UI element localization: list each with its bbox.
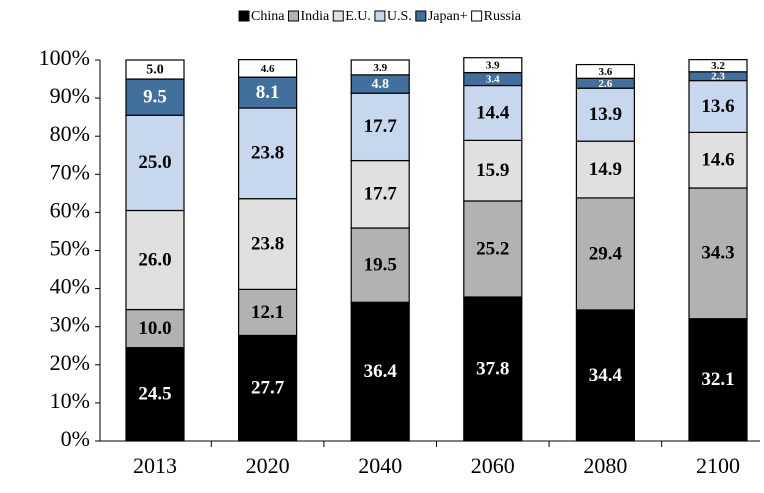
bar-segment	[575, 197, 636, 311]
data-label: 3.9	[373, 62, 387, 74]
y-tick-label: 80%	[50, 121, 90, 146]
bar-segment	[125, 347, 185, 442]
bar-segment	[238, 334, 298, 442]
bar-segment	[238, 107, 298, 200]
data-label: 12.1	[251, 302, 284, 323]
legend-swatch	[332, 10, 344, 22]
data-label: 23.8	[251, 143, 284, 164]
data-label: 24.5	[138, 384, 171, 405]
legend-swatch	[238, 10, 250, 22]
data-label: 32.1	[701, 369, 734, 390]
legend-swatch	[287, 10, 299, 22]
y-tick-label: 40%	[50, 274, 90, 299]
data-label: 5.0	[146, 63, 164, 78]
bar-segment	[350, 92, 410, 162]
data-label: 27.7	[251, 378, 285, 399]
x-tick-label: 2013	[133, 453, 177, 478]
data-label: 9.5	[143, 87, 167, 108]
bar-segment	[688, 59, 748, 73]
data-label: 2.3	[711, 71, 725, 83]
bar-segment	[463, 200, 523, 298]
y-tick-label: 100%	[39, 45, 90, 70]
legend-label: Japan+	[428, 9, 468, 24]
bar-segment	[575, 140, 636, 199]
legend-label: Russia	[484, 9, 522, 24]
y-tick-label: 10%	[50, 388, 90, 413]
legend-label: India	[300, 9, 330, 24]
data-label: 13.9	[589, 104, 622, 125]
legend-swatch	[471, 10, 483, 22]
data-label: 4.8	[371, 77, 389, 92]
bar-segment	[463, 57, 523, 74]
bar-segment	[688, 187, 748, 320]
x-tick-label: 2060	[471, 453, 515, 478]
data-label: 19.5	[364, 255, 397, 276]
legend-label: U.S.	[387, 9, 412, 24]
data-label: 14.6	[701, 150, 734, 171]
bar-segment	[463, 84, 523, 141]
bar-segment	[125, 209, 185, 311]
data-label: 2.6	[599, 78, 613, 90]
y-tick-label: 20%	[50, 350, 90, 375]
bar-segment	[688, 318, 748, 442]
legend-label: E.U.	[345, 9, 371, 24]
data-label: 17.7	[364, 116, 398, 137]
bar-segment	[575, 63, 636, 79]
data-label: 23.8	[251, 233, 284, 254]
bar-segment	[125, 308, 185, 349]
x-tick-label: 2020	[246, 453, 290, 478]
x-tick-label: 2080	[583, 453, 627, 478]
bar-segment	[125, 78, 185, 116]
data-label: 34.4	[589, 365, 623, 386]
y-tick-label: 90%	[50, 83, 90, 108]
legend-swatch	[374, 10, 386, 22]
data-label: 15.9	[476, 160, 509, 181]
bar-segment	[238, 59, 298, 78]
data-label: 4.6	[261, 63, 275, 75]
data-label: 14.4	[476, 102, 510, 123]
data-label: 26.0	[138, 249, 171, 270]
data-label: 3.2	[711, 60, 725, 72]
data-label: 34.3	[701, 243, 734, 264]
bar-segment	[125, 59, 185, 80]
legend-swatch	[415, 10, 427, 22]
y-tick-label: 0%	[61, 426, 90, 451]
data-label: 3.9	[486, 60, 500, 72]
data-label: 8.1	[256, 82, 280, 103]
data-label: 37.8	[476, 358, 509, 379]
bar-segment	[575, 87, 636, 142]
bar-segment	[125, 114, 185, 212]
y-tick-label: 50%	[50, 236, 90, 261]
data-label: 36.4	[364, 361, 398, 382]
y-tick-label: 30%	[50, 312, 90, 337]
y-tick-label: 70%	[50, 159, 90, 184]
x-tick-label: 2040	[358, 453, 402, 478]
legend: China India E.U. U.S. Japan+ Russia	[238, 9, 522, 24]
legend-label: China	[251, 9, 285, 24]
y-tick-label: 60%	[50, 197, 90, 222]
bar-segment	[575, 309, 636, 442]
bar-segment	[238, 198, 298, 290]
bar-segment	[350, 59, 410, 76]
bar-segment	[463, 296, 523, 442]
data-label: 29.4	[589, 243, 623, 264]
bar-segment	[463, 139, 523, 202]
data-label: 17.7	[364, 184, 398, 205]
data-label: 3.6	[599, 66, 613, 78]
data-label: 13.6	[701, 96, 734, 117]
data-label: 14.9	[589, 159, 622, 180]
data-label: 10.0	[138, 318, 171, 339]
data-label: 25.2	[476, 238, 509, 259]
data-label: 25.0	[138, 152, 171, 173]
bar-segment	[238, 76, 298, 109]
x-tick-label: 2100	[696, 453, 740, 478]
data-label: 3.4	[486, 74, 500, 86]
bar-segment	[688, 79, 748, 133]
